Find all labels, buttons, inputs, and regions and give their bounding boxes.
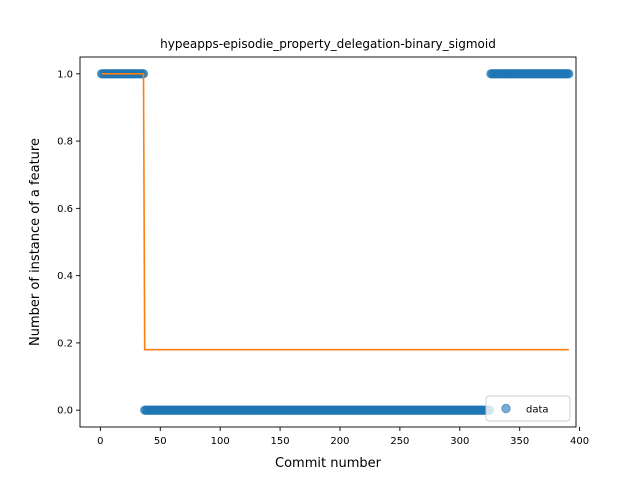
- x-tick-label: 150: [271, 436, 290, 447]
- legend-marker: [502, 404, 510, 412]
- y-axis-title: Number of instance of a feature: [28, 138, 43, 346]
- x-tick-label: 300: [450, 436, 469, 447]
- x-tick-label: 100: [211, 436, 230, 447]
- x-tick-label: 200: [330, 436, 349, 447]
- fit-line: [102, 74, 569, 350]
- y-tick-label: 0.8: [57, 137, 73, 148]
- x-axis-title: Commit number: [275, 456, 382, 471]
- legend: data: [486, 396, 570, 421]
- y-tick-label: 1.0: [57, 69, 73, 80]
- x-tick-label: 350: [510, 436, 529, 447]
- y-tick-label: 0.6: [57, 204, 73, 215]
- x-tick-label: 0: [97, 436, 103, 447]
- axes: 0 50 100 150 200 250 300 350 400 0.0 0.2 0.4 0.6 0.8 1…: [57, 57, 589, 447]
- plot-frame: [80, 57, 576, 427]
- y-tick-label: 0.0: [57, 406, 73, 417]
- x-tick-label: 400: [570, 436, 589, 447]
- chart-title: hypeapps-episodie_property_delegation-bi…: [160, 37, 496, 51]
- x-tick-label: 250: [390, 436, 409, 447]
- y-tick-label: 0.2: [57, 338, 73, 349]
- x-tick-label: 50: [154, 436, 167, 447]
- y-tick-label: 0.4: [57, 271, 73, 282]
- legend-label: data: [526, 405, 549, 416]
- plot-area: [97, 70, 573, 415]
- data-point: [565, 70, 573, 78]
